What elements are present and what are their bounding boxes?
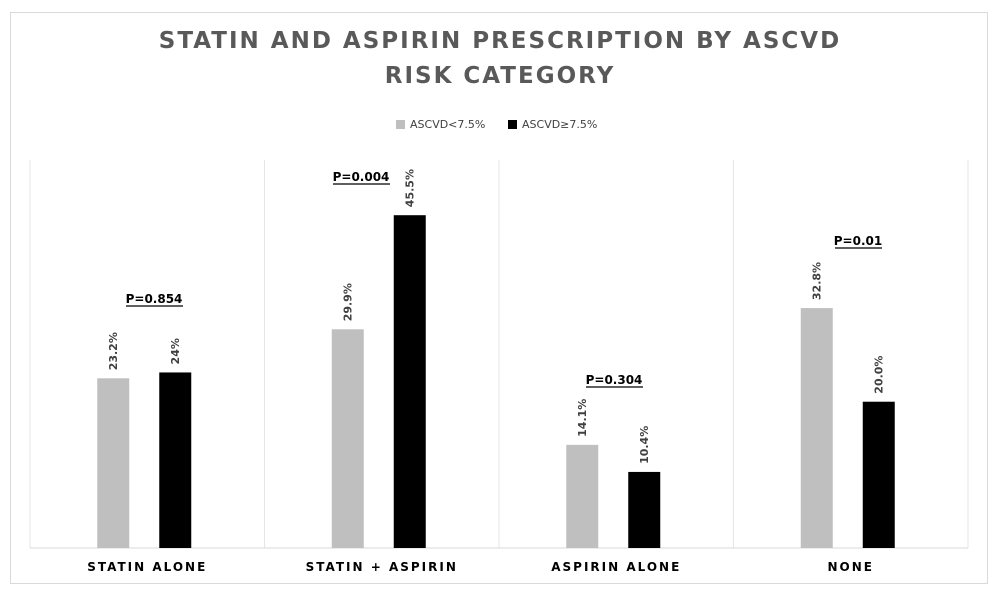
data-label: 14.1% xyxy=(576,399,589,437)
p-value-label: P=0.304 xyxy=(586,373,643,387)
category-label: NONE xyxy=(828,560,874,574)
data-label: 20.0% xyxy=(873,356,886,394)
p-value-label: P=0.004 xyxy=(333,170,390,184)
bar-low-risk xyxy=(331,329,364,548)
bar-high-risk xyxy=(159,372,192,548)
data-label: 32.8% xyxy=(811,262,824,300)
bar-high-risk xyxy=(393,215,426,548)
category-label: STATIN ALONE xyxy=(87,560,207,574)
legend-label-low-risk: ASCVD<7.5% xyxy=(410,118,486,131)
legend-swatch-high-risk xyxy=(508,120,517,129)
legend-swatch-low-risk xyxy=(396,120,405,129)
data-label: 10.4% xyxy=(638,426,651,464)
legend-item-low-risk: ASCVD<7.5% xyxy=(396,118,485,131)
legend: ASCVD<7.5% ASCVD≥7.5% xyxy=(390,118,630,136)
category-label: STATIN + ASPIRIN xyxy=(306,560,458,574)
data-label: 29.9% xyxy=(342,283,355,321)
data-label: 23.2% xyxy=(107,332,120,370)
bar-high-risk xyxy=(628,471,661,548)
category-label: ASPIRIN ALONE xyxy=(551,560,681,574)
p-value-label: P=0.854 xyxy=(126,292,183,306)
bar-low-risk xyxy=(97,378,130,548)
bar-low-risk xyxy=(566,444,599,548)
bar-high-risk xyxy=(862,401,895,548)
chart-title: STATIN AND ASPIRIN PRESCRIPTION BY ASCVD… xyxy=(158,28,842,89)
p-value-label: P=0.01 xyxy=(834,234,882,248)
legend-item-high-risk: ASCVD≥7.5% xyxy=(508,118,597,131)
data-label: 45.5% xyxy=(404,169,417,207)
legend-label-high-risk: ASCVD≥7.5% xyxy=(522,118,598,131)
bar-low-risk xyxy=(800,308,833,548)
data-label: 24% xyxy=(169,338,182,364)
